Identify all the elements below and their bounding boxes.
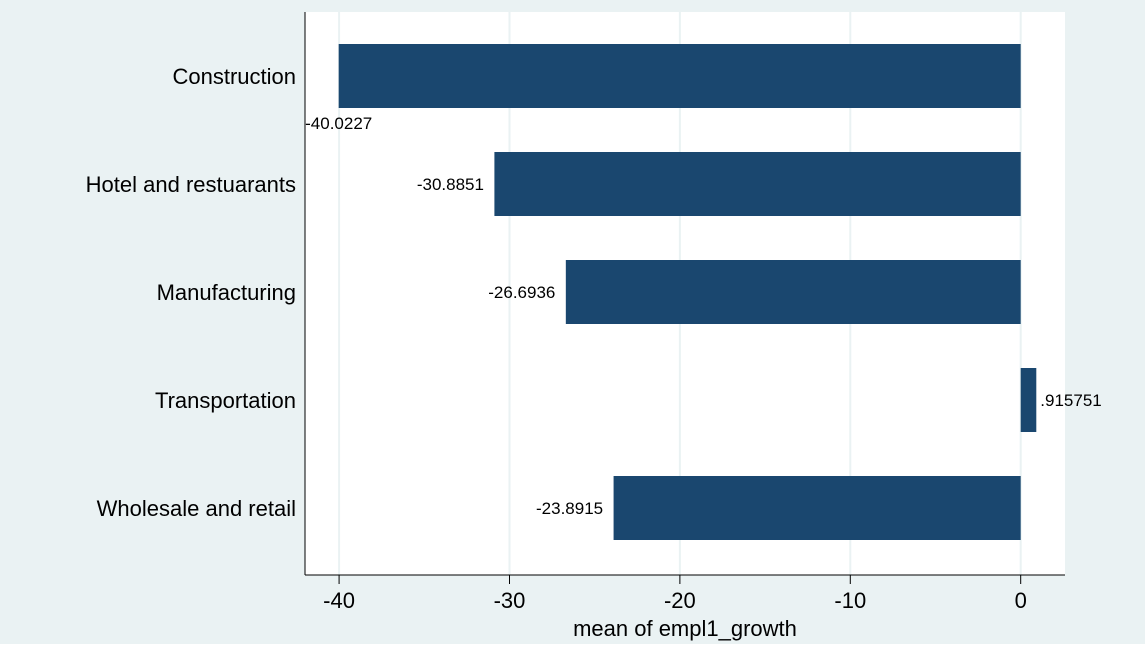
data-label: .915751 — [1040, 391, 1101, 410]
data-label: -30.8851 — [417, 175, 484, 194]
category-label: Manufacturing — [157, 280, 296, 305]
x-tick-label: -30 — [494, 588, 526, 613]
bar — [613, 476, 1021, 540]
bar — [1020, 368, 1037, 432]
x-tick-label: -40 — [323, 588, 355, 613]
category-label: Hotel and restuarants — [86, 172, 296, 197]
x-tick-label: -20 — [664, 588, 696, 613]
x-tick-label: 0 — [1015, 588, 1027, 613]
x-axis-title: mean of empl1_growth — [573, 616, 797, 641]
bar — [338, 44, 1021, 108]
bar — [494, 152, 1021, 216]
data-label: -23.8915 — [536, 499, 603, 518]
data-label: -40.0227 — [305, 114, 372, 133]
bar — [565, 260, 1021, 324]
category-label: Transportation — [155, 388, 296, 413]
data-label: -26.6936 — [488, 283, 555, 302]
category-label: Wholesale and retail — [97, 496, 296, 521]
x-tick-label: -10 — [834, 588, 866, 613]
category-label: Construction — [172, 64, 296, 89]
